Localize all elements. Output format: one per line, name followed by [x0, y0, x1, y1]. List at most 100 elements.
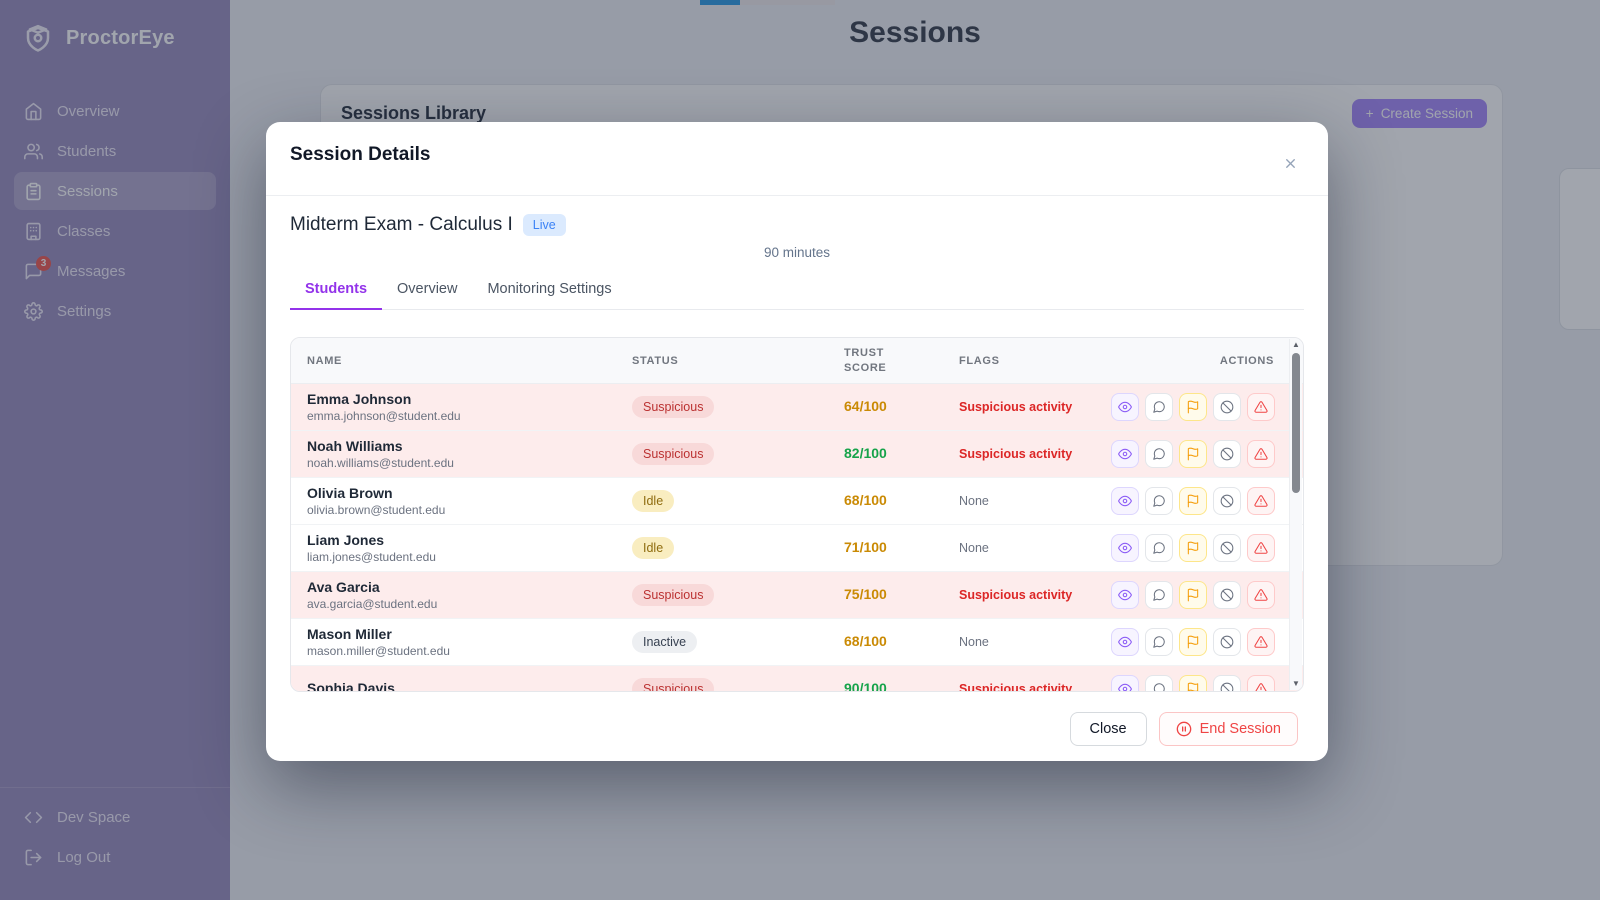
chat-bubble-icon — [1152, 400, 1166, 414]
flag-student-button[interactable] — [1179, 675, 1207, 691]
sidebar-item-dev-space[interactable]: Dev Space — [14, 798, 216, 836]
view-student-button[interactable] — [1111, 487, 1139, 515]
view-student-button[interactable] — [1111, 393, 1139, 421]
trust-score-cell: 75/100 — [844, 586, 959, 604]
flag-student-button[interactable] — [1179, 393, 1207, 421]
column-header-name: Name — [307, 354, 343, 367]
column-header-actions: Actions — [1219, 354, 1274, 367]
flag-student-button[interactable] — [1179, 534, 1207, 562]
sidebar-item-settings[interactable]: Settings — [14, 292, 216, 330]
trust-score: 68/100 — [844, 492, 887, 508]
block-student-button[interactable] — [1213, 675, 1241, 691]
actions-cell — [1108, 534, 1303, 562]
view-student-button[interactable] — [1111, 581, 1139, 609]
users-icon — [24, 142, 43, 161]
message-student-button[interactable] — [1145, 581, 1173, 609]
status-badge: Suspicious — [632, 396, 715, 418]
flag-student-button[interactable] — [1179, 487, 1207, 515]
actions-cell — [1108, 675, 1303, 691]
sidebar-item-students[interactable]: Students — [14, 132, 216, 170]
block-student-button[interactable] — [1213, 581, 1241, 609]
flag-student-button[interactable] — [1179, 440, 1207, 468]
message-student-button[interactable] — [1145, 534, 1173, 562]
name-cell: Emma Johnson emma.johnson@student.edu — [291, 391, 632, 423]
name-cell: Liam Jones liam.jones@student.edu — [291, 532, 632, 564]
close-icon — [1283, 156, 1298, 171]
create-session-label: Create Session — [1380, 106, 1473, 121]
trust-score-cell: 90/100 — [844, 680, 959, 691]
message-student-button[interactable] — [1145, 393, 1173, 421]
sidebar-item-messages[interactable]: 3 Messages — [14, 252, 216, 290]
student-name: Olivia Brown — [307, 485, 393, 501]
tab-overview[interactable]: Overview — [382, 275, 472, 310]
message-student-button[interactable] — [1145, 675, 1173, 691]
table-scrollbar[interactable]: ▲ ▼ — [1289, 339, 1302, 690]
warning-triangle-icon — [1254, 682, 1268, 691]
trust-score-cell: 71/100 — [844, 539, 959, 557]
alert-student-button[interactable] — [1247, 440, 1275, 468]
sidebar-item-sessions[interactable]: Sessions — [14, 172, 216, 210]
flag-icon — [1186, 682, 1200, 691]
close-button[interactable]: Close — [1069, 712, 1147, 746]
sidebar-item-classes[interactable]: Classes — [14, 212, 216, 250]
status-badge: Idle — [632, 490, 675, 512]
tab-monitoring-settings[interactable]: Monitoring Settings — [472, 275, 626, 310]
status-cell: Suspicious — [632, 678, 844, 691]
view-student-button[interactable] — [1111, 534, 1139, 562]
student-email: ava.garcia@student.edu — [307, 597, 438, 611]
eye-icon — [1118, 682, 1132, 691]
alert-student-button[interactable] — [1247, 487, 1275, 515]
block-student-button[interactable] — [1213, 628, 1241, 656]
trust-score: 68/100 — [844, 633, 887, 649]
scroll-up-arrow[interactable]: ▲ — [1292, 340, 1300, 349]
tab-students[interactable]: Students — [290, 275, 383, 310]
flags-cell: Suspicious activity — [959, 445, 1108, 463]
gear-icon — [24, 301, 43, 321]
name-cell: Olivia Brown olivia.brown@student.edu — [291, 485, 632, 517]
create-session-button[interactable]: + Create Session — [1351, 99, 1487, 128]
sidebar-item-label: Messages — [57, 262, 126, 280]
student-email: olivia.brown@student.edu — [307, 503, 446, 517]
alert-student-button[interactable] — [1247, 675, 1275, 691]
message-student-button[interactable] — [1145, 487, 1173, 515]
block-student-button[interactable] — [1213, 393, 1241, 421]
alert-student-button[interactable] — [1247, 393, 1275, 421]
actions-cell — [1108, 393, 1303, 421]
view-student-button[interactable] — [1111, 440, 1139, 468]
flags-text: Suspicious activity — [959, 400, 1073, 414]
modal-close-button[interactable] — [1277, 150, 1304, 177]
column-header-flags: Flags — [959, 354, 1000, 367]
page-title: Sessions — [849, 16, 981, 49]
block-student-button[interactable] — [1213, 534, 1241, 562]
end-session-button[interactable]: End Session — [1158, 712, 1298, 746]
flag-student-button[interactable] — [1179, 581, 1207, 609]
alert-student-button[interactable] — [1247, 534, 1275, 562]
view-student-button[interactable] — [1111, 675, 1139, 691]
block-student-button[interactable] — [1213, 440, 1241, 468]
name-cell: Ava Garcia ava.garcia@student.edu — [291, 579, 632, 611]
sidebar-item-log-out[interactable]: Log Out — [14, 838, 216, 876]
building-icon — [24, 222, 43, 241]
sidebar: ProctorEye Overview Students Sessions — [0, 0, 230, 900]
end-session-label: End Session — [1199, 721, 1281, 737]
name-cell: Noah Williams noah.williams@student.edu — [291, 438, 632, 470]
view-student-button[interactable] — [1111, 628, 1139, 656]
flag-icon — [1186, 541, 1200, 555]
alert-student-button[interactable] — [1247, 581, 1275, 609]
message-student-button[interactable] — [1145, 440, 1173, 468]
scrollbar-thumb[interactable] — [1292, 353, 1300, 493]
warning-triangle-icon — [1254, 400, 1268, 414]
sidebar-item-label: Settings — [57, 302, 112, 320]
message-student-button[interactable] — [1145, 628, 1173, 656]
scroll-down-arrow[interactable]: ▼ — [1292, 679, 1300, 688]
alert-student-button[interactable] — [1247, 628, 1275, 656]
sidebar-item-overview[interactable]: Overview — [14, 92, 216, 130]
flag-student-button[interactable] — [1179, 628, 1207, 656]
eye-icon — [1118, 635, 1132, 649]
status-badge: Suspicious — [632, 678, 715, 691]
flag-icon — [1186, 635, 1200, 649]
status-cell: Suspicious — [632, 396, 844, 418]
eye-icon — [1118, 541, 1132, 555]
column-header-status: Status — [632, 354, 679, 367]
block-student-button[interactable] — [1213, 487, 1241, 515]
